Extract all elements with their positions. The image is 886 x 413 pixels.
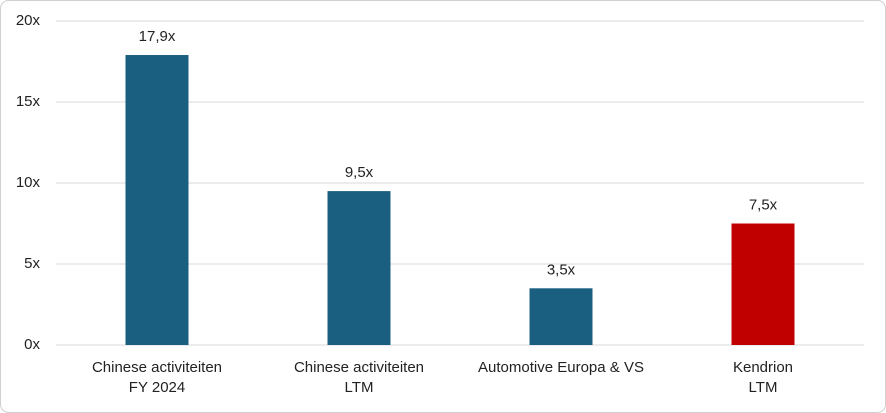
bar xyxy=(125,55,189,346)
value-label: 7,5x xyxy=(749,196,778,213)
y-tick-label: 20x xyxy=(16,12,41,29)
value-label: 9,5x xyxy=(345,164,374,181)
y-tick-label: 10x xyxy=(16,174,41,191)
x-tick-label: Chinese activiteiten xyxy=(294,359,424,376)
value-label: 3,5x xyxy=(547,261,576,278)
bar xyxy=(731,223,795,345)
x-tick-label: FY 2024 xyxy=(129,379,185,396)
x-tick-label: Chinese activiteiten xyxy=(92,359,222,376)
x-tick-label: Automotive Europa & VS xyxy=(478,359,644,376)
value-label: 17,9x xyxy=(139,28,176,45)
bar xyxy=(327,191,391,345)
x-tick-label: LTM xyxy=(749,379,778,396)
x-tick-label: Kendrion xyxy=(733,359,793,376)
x-tick-label: LTM xyxy=(345,379,374,396)
bar xyxy=(529,288,593,345)
y-tick-label: 15x xyxy=(16,93,41,110)
y-tick-label: 0x xyxy=(24,336,40,353)
y-tick-label: 5x xyxy=(24,255,40,272)
